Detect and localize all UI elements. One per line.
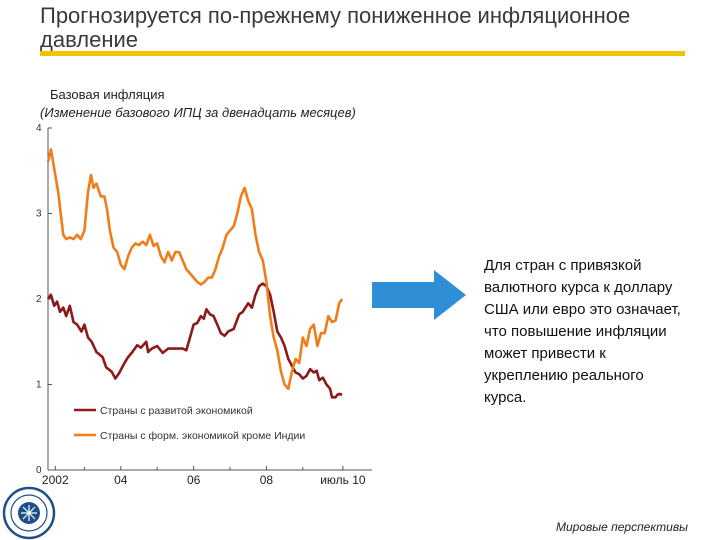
right-arrow-icon bbox=[372, 270, 466, 320]
title-underline bbox=[40, 51, 685, 56]
page-title: Прогнозируется по-прежнему пониженное ин… bbox=[40, 3, 631, 52]
legend-label-2: Страны с форм. экономикой кроме Индии bbox=[100, 430, 305, 442]
y-tick-label: 0 bbox=[36, 465, 42, 476]
x-tick-label: 04 bbox=[114, 473, 128, 487]
series-line-2 bbox=[46, 148, 344, 391]
chart-subtitle: (Изменение базового ИПЦ за двенадцать ме… bbox=[40, 105, 356, 120]
source-label: Мировые перспективы bbox=[556, 520, 688, 534]
legend-label-1: Страны с развитой экономикой bbox=[100, 405, 253, 417]
y-tick-label: 1 bbox=[36, 380, 42, 391]
y-tick-label: 2 bbox=[36, 294, 42, 305]
x-tick-label: 2002 bbox=[42, 473, 69, 487]
series-line-1 bbox=[46, 282, 343, 399]
x-tick-label: 06 bbox=[187, 473, 201, 487]
x-tick-label: июль 10 bbox=[320, 473, 366, 487]
y-tick-label: 3 bbox=[36, 209, 42, 220]
imf-seal-icon bbox=[2, 486, 56, 540]
x-tick-label: 08 bbox=[260, 473, 274, 487]
explanation-note: Для стран с привязкой валютного курса к … bbox=[484, 257, 681, 406]
y-tick-label: 4 bbox=[36, 123, 42, 134]
chart-title: Базовая инфляция bbox=[50, 87, 165, 102]
